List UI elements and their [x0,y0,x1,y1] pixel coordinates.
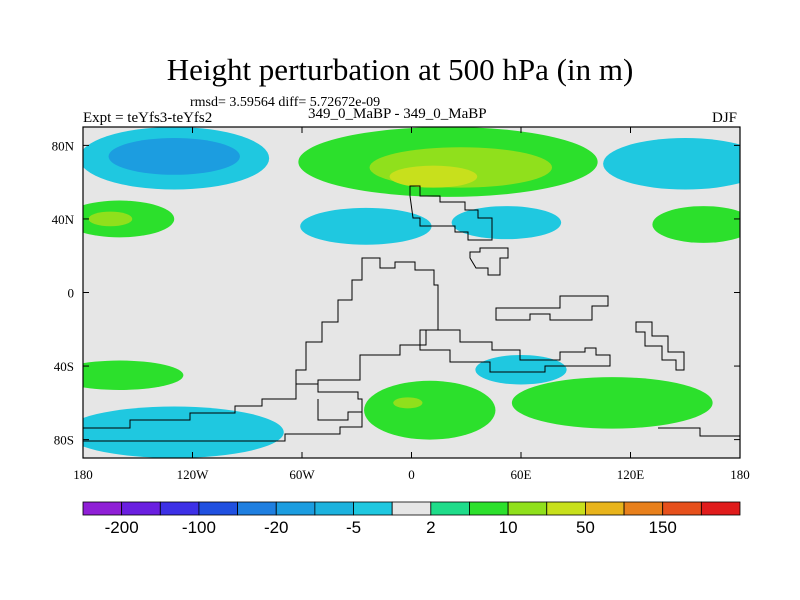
colorbar-swatch [700,501,741,516]
chart-title: Height perturbation at 500 hPa (in m) [166,52,634,87]
coastline-antarctica [83,383,363,442]
colorbar-swatch [662,501,702,516]
contour-region-s-ocean-high [511,377,713,429]
colorbar-swatch [430,501,470,516]
colorbar-swatch [469,501,509,516]
colorbar-swatch [82,501,123,516]
contour-region-n-pacific-core-low [108,138,240,175]
continent-outline-layer [83,185,740,442]
colorbar-swatch [198,501,238,516]
colorbar-label: -20 [264,518,289,537]
colorbar-swatch [121,501,161,516]
rmsd-diff-stats: rmsd= 3.59564 diff= 5.72672e-09 [190,95,381,110]
colorbar: -200 -100 -20 -5 2 10 50 150 [82,501,741,537]
case-label: 349_0_MaBP - 349_0_MaBP [308,106,487,122]
colorbar-label: 2 [426,518,435,537]
colorbar-swatch [237,501,277,516]
colorbar-swatch [507,501,548,516]
contour-region-ne-pacific-low [603,138,740,190]
colorbar-swatch [391,501,432,516]
x-tick-label: 60E [511,467,532,482]
contour-fill-layer [83,127,740,458]
experiment-label: Expt = teYfs3-teYfs2 [83,110,213,126]
colorbar-swatch [353,501,393,516]
x-tick-label: 120W [177,467,210,482]
x-tick-label: 120E [617,467,645,482]
x-tick-label: 180 [730,467,750,482]
colorbar-label: -5 [346,518,361,537]
y-tick-label: 0 [68,286,75,301]
colorbar-swatch [314,501,354,516]
colorbar-label: 50 [576,518,595,537]
contour-region-midlat-low-west [300,207,432,245]
colorbar-swatch [546,501,586,516]
season-label: DJF [712,110,738,126]
colorbar-label: 10 [499,518,518,537]
coastline-south-america [295,257,439,399]
x-tick-label: 180 [73,467,93,482]
x-tick-label: 60W [289,467,315,482]
y-tick-label: 40S [54,359,74,374]
colorbar-label: 150 [649,518,677,537]
coastline-east-antarctica [658,427,740,437]
colorbar-label: -200 [105,518,139,537]
colorbar-label: -100 [182,518,216,537]
y-tick-label: 80S [54,433,74,448]
coastline-new-zealand [635,321,685,371]
contour-region-n-hemisphere-high-peak [389,165,478,188]
contour-region-w-pacific-high-core [88,211,133,227]
y-tick-label: 40N [52,212,75,227]
coastline-ross [317,399,362,421]
colorbar-swatch [275,501,316,516]
contour-region-s-pacific-low [83,406,284,458]
coastline-indo [419,329,611,373]
coastline-madagascar [469,247,509,276]
colorbar-swatch [585,501,625,516]
y-tick-label: 80N [52,138,75,153]
contour-region-e-pacific-high [652,206,740,243]
coastline-africa [409,185,493,241]
x-tick-label: 0 [408,467,415,482]
y-axis: 80N 40N 0 40S 80S [52,138,740,448]
contour-region-s-atlantic-high [364,380,496,440]
contour-region-midlat-low-east [451,206,562,240]
coastline-australia [495,295,609,321]
contour-region-s-indian-low [475,355,567,385]
colorbar-swatch [623,501,664,516]
contour-region-sw-pacific-high [83,360,184,390]
contour-region-s-atlantic-high-core [393,397,423,409]
x-axis: 180 120W 60W 0 60E 120E 180 [73,127,750,482]
colorbar-swatch [159,501,200,516]
